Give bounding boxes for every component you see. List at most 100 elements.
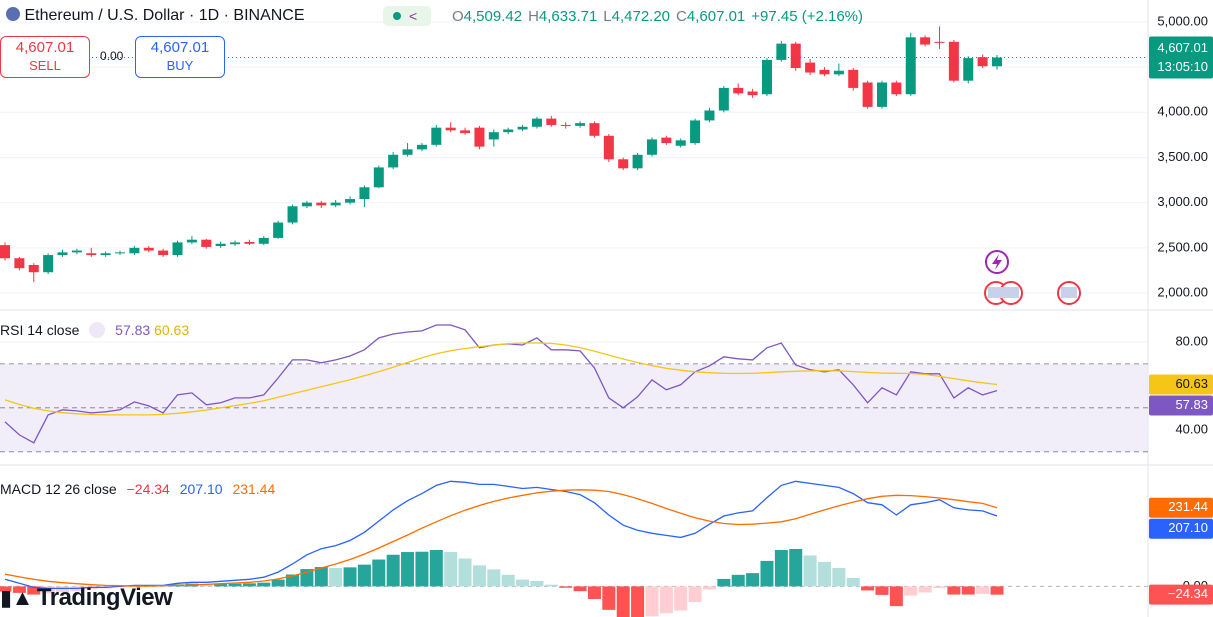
y-tick-label: 3,500.00 (1157, 149, 1208, 164)
histogram-bar (961, 586, 975, 595)
logo-mark: ▮▲ (0, 585, 33, 610)
axis-tag-label: −24.34 (1168, 586, 1208, 601)
axis-tag (1149, 497, 1213, 518)
ohlc-key: L (603, 8, 612, 25)
rsi-icon[interactable] (89, 322, 106, 338)
candle-body (790, 43, 801, 69)
buy-button[interactable]: 4,607.01 BUY (135, 36, 225, 78)
candle-body (86, 253, 97, 256)
sell-label: SELL (29, 58, 61, 73)
axis-tag-label: 207.10 (1168, 520, 1208, 535)
flag-body (1003, 287, 1019, 298)
ohlc-value: 4,509.42 (463, 8, 523, 25)
candle-body (920, 37, 931, 45)
axis-tag (1149, 518, 1213, 539)
histogram-bar (947, 586, 961, 595)
candle-body (963, 58, 974, 81)
histogram-bar (458, 558, 472, 587)
histogram-bar (976, 586, 990, 594)
axis-tag-label: 60.63 (1175, 376, 1208, 391)
axis-tag-label: 57.83 (1175, 397, 1208, 412)
histogram-bar (702, 586, 716, 590)
candle-body (948, 41, 959, 81)
candle-body (992, 57, 1002, 67)
histogram-bar (41, 586, 55, 594)
candle-body (388, 154, 399, 168)
axis-tag-label: 231.44 (1168, 499, 1208, 514)
histogram-bar (286, 574, 300, 587)
sell-button[interactable]: 4,607.01 SELL (0, 36, 90, 78)
candle-body (747, 91, 758, 96)
histogram-bar (688, 586, 702, 603)
histogram-bar (530, 580, 544, 587)
histogram-bar (415, 551, 429, 587)
histogram-bar (401, 552, 415, 587)
histogram-bar (659, 586, 673, 614)
candle-body (862, 82, 873, 107)
candle-body (201, 239, 212, 247)
histogram-bar (846, 577, 860, 587)
histogram-bar (573, 586, 587, 592)
countdown-label: 13:05:10 (1157, 59, 1208, 74)
candle-body (603, 135, 614, 160)
histogram-bar (429, 550, 443, 587)
macd-value: 207.10 (179, 481, 223, 497)
histogram-bar (602, 586, 616, 610)
histogram-bar (918, 586, 932, 593)
candle-body (230, 242, 241, 245)
buy-price: 4,607.01 (150, 39, 210, 56)
histogram-bar (803, 555, 817, 587)
y-tick-label: 2,000.00 (1157, 284, 1208, 299)
event-icons (984, 250, 1081, 305)
candle-body (575, 123, 586, 126)
histogram-bar (544, 584, 558, 587)
candle-body (934, 41, 945, 43)
candle-body (848, 69, 859, 88)
y-tick-label: 2,500.00 (1157, 239, 1208, 254)
histogram-bar (329, 568, 343, 587)
histogram-bar (472, 565, 486, 587)
candle-body (776, 43, 787, 60)
rsi-title: RSI 14 close (0, 322, 80, 338)
histogram-bar (645, 586, 659, 617)
candle-body (431, 127, 442, 145)
histogram-bar (444, 552, 458, 587)
flag-body (1061, 287, 1077, 298)
histogram-bar (27, 586, 41, 595)
candle-body (546, 118, 557, 125)
candle-body (661, 137, 672, 144)
candle-body (646, 139, 657, 155)
histogram-bar (56, 586, 70, 593)
candle-body (287, 206, 298, 223)
y-tick-label: 3,000.00 (1157, 194, 1208, 209)
candle-body (733, 87, 744, 94)
status-pill[interactable]: < (383, 6, 431, 26)
candle-body (0, 245, 10, 259)
histogram-bar (875, 586, 889, 595)
symbol-icon (6, 7, 20, 21)
candle-body (28, 265, 39, 273)
candle-body (718, 87, 729, 111)
candle-body (589, 123, 600, 136)
indicator-line (4, 480, 998, 590)
price-change: +97.45 (+2.16%) (751, 8, 864, 25)
candle-body (129, 247, 140, 254)
histogram-bar (0, 586, 12, 592)
histogram-bar (214, 584, 228, 587)
histogram-bar (789, 548, 803, 587)
candle-body (977, 57, 988, 67)
rsi-legend: RSI 14 close 57.83 60.63 (0, 322, 189, 338)
logo-text: TradingView (36, 584, 173, 611)
candle-body (143, 247, 154, 251)
candle-body (503, 129, 514, 133)
histogram-bar (889, 586, 903, 607)
macd-hist-value: −24.34 (126, 481, 170, 497)
candle-body (761, 59, 772, 95)
tradingview-logo: ▮▲ TradingView (0, 584, 173, 612)
candle-body (244, 241, 255, 244)
y-tick-label: 40.00 (1175, 421, 1208, 436)
candle-body (71, 250, 82, 253)
axis-tag (1149, 374, 1213, 395)
axis-tag-label: 4,607.01 (1157, 40, 1208, 55)
